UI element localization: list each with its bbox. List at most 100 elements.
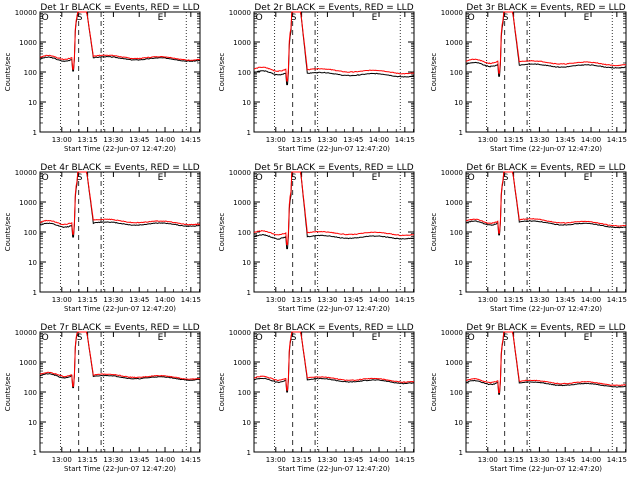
y-tick-label: 10 xyxy=(242,259,251,267)
marker-e: E xyxy=(158,173,164,183)
series-lld-line xyxy=(253,331,415,391)
x-tick-label: 13:15 xyxy=(78,296,98,304)
series-events-line xyxy=(465,171,627,236)
series-events-line xyxy=(39,11,201,72)
marker-s: S xyxy=(77,173,83,183)
marker-e: E xyxy=(372,13,378,23)
x-tick-label: 13:30 xyxy=(103,296,123,304)
x-tick-label: 14:15 xyxy=(395,456,415,464)
series-lld-line xyxy=(253,11,415,82)
y-tick-label: 1 xyxy=(247,129,251,137)
x-tick-label: 13:30 xyxy=(317,136,337,144)
marker-s: S xyxy=(291,13,297,23)
panel-title: Det 4r BLACK = Events, RED = LLD xyxy=(40,163,199,173)
y-tick-label: 1000 xyxy=(445,39,463,47)
marker-o: O xyxy=(468,173,475,183)
x-tick-label: 13:45 xyxy=(343,296,363,304)
y-tick-label: 10 xyxy=(28,99,37,107)
x-tick-label: 13:45 xyxy=(555,456,575,464)
x-axis-label: Start Time (22-Jun-07 12:47:20) xyxy=(278,145,390,153)
series-events-line xyxy=(39,171,201,238)
x-tick-label: 14:00 xyxy=(155,296,175,304)
series-lld-line xyxy=(39,331,201,387)
series-events-line xyxy=(253,331,414,393)
y-tick-label: 1 xyxy=(33,449,37,457)
x-tick-label: 13:15 xyxy=(78,456,98,464)
marker-o: O xyxy=(42,173,49,183)
x-tick-label: 13:00 xyxy=(478,456,498,464)
panel-title: Det 1r BLACK = Events, RED = LLD xyxy=(40,3,199,13)
x-tick-label: 13:45 xyxy=(129,296,149,304)
y-tick-label: 100 xyxy=(24,389,37,397)
x-tick-label: 13:30 xyxy=(103,456,123,464)
y-tick-label: 1000 xyxy=(19,199,37,207)
x-tick-label: 13:30 xyxy=(317,296,337,304)
x-tick-label: 13:45 xyxy=(343,136,363,144)
x-axis-label: Start Time (22-Jun-07 12:47:20) xyxy=(490,465,602,473)
series-events-line xyxy=(39,331,201,389)
marker-s: S xyxy=(291,333,297,343)
x-tick-label: 14:15 xyxy=(181,296,201,304)
series-events-line xyxy=(465,11,627,77)
x-tick-label: 13:45 xyxy=(129,136,149,144)
plot-frame xyxy=(253,331,415,453)
panel-det-7: Det 7r BLACK = Events, RED = LLD Counts/s… xyxy=(4,323,201,473)
y-tick-label: 1 xyxy=(247,289,251,297)
x-tick-label: 13:30 xyxy=(317,456,337,464)
series-lld-line xyxy=(39,171,201,235)
plot-frame xyxy=(39,331,201,453)
marker-e: E xyxy=(584,13,590,23)
plot-frame xyxy=(39,11,201,133)
plot-frame xyxy=(465,171,627,293)
marker-o: O xyxy=(468,13,475,23)
x-tick-label: 14:00 xyxy=(581,296,601,304)
x-tick-label: 13:00 xyxy=(478,296,498,304)
x-axis-label: Start Time (22-Jun-07 12:47:20) xyxy=(278,465,390,473)
y-axis-label: Counts/sec xyxy=(4,53,12,92)
x-tick-label: 14:15 xyxy=(607,456,627,464)
x-axis-label: Start Time (22-Jun-07 12:47:20) xyxy=(278,305,390,313)
y-tick-label: 1 xyxy=(33,289,37,297)
x-tick-label: 13:00 xyxy=(266,136,286,144)
y-tick-label: 10 xyxy=(454,259,463,267)
x-tick-label: 13:00 xyxy=(52,296,72,304)
x-tick-label: 14:00 xyxy=(155,136,175,144)
panel-title: Det 7r BLACK = Events, RED = LLD xyxy=(40,323,199,333)
y-axis-label: Counts/sec xyxy=(430,213,438,252)
y-tick-label: 10000 xyxy=(229,329,251,337)
series-lld-line xyxy=(253,171,414,246)
y-tick-label: 10 xyxy=(242,419,251,427)
x-axis-label: Start Time (22-Jun-07 12:47:20) xyxy=(490,145,602,153)
plot-frame xyxy=(253,171,415,293)
series-lld-line xyxy=(39,11,201,70)
y-tick-label: 100 xyxy=(238,389,251,397)
panel-det-3: Det 3r BLACK = Events, RED = LLD Counts/s… xyxy=(430,3,627,153)
y-tick-label: 10 xyxy=(28,259,37,267)
panel-title: Det 6r BLACK = Events, RED = LLD xyxy=(466,163,625,173)
plot-frame xyxy=(465,11,627,133)
x-tick-label: 13:00 xyxy=(266,296,286,304)
panel-title: Det 5r BLACK = Events, RED = LLD xyxy=(254,163,413,173)
marker-s: S xyxy=(77,333,83,343)
x-tick-label: 13:45 xyxy=(555,136,575,144)
y-tick-label: 10 xyxy=(454,99,463,107)
y-axis-label: Counts/sec xyxy=(4,213,12,252)
y-tick-label: 10000 xyxy=(15,169,37,177)
x-axis-label: Start Time (22-Jun-07 12:47:20) xyxy=(64,305,176,313)
y-tick-label: 100 xyxy=(450,229,463,237)
y-tick-label: 1000 xyxy=(233,39,251,47)
y-tick-label: 100 xyxy=(24,69,37,77)
x-tick-label: 13:15 xyxy=(292,136,312,144)
marker-e: E xyxy=(584,173,590,183)
series-lld-line xyxy=(466,331,626,393)
panel-title: Det 3r BLACK = Events, RED = LLD xyxy=(466,3,625,13)
y-axis-label: Counts/sec xyxy=(218,373,226,412)
marker-s: S xyxy=(77,13,83,23)
marker-o: O xyxy=(256,333,263,343)
y-tick-label: 10 xyxy=(28,419,37,427)
y-axis-label: Counts/sec xyxy=(430,373,438,412)
x-tick-label: 13:15 xyxy=(504,136,524,144)
y-tick-label: 1 xyxy=(459,449,463,457)
y-tick-label: 1000 xyxy=(445,199,463,207)
x-tick-label: 13:45 xyxy=(129,456,149,464)
